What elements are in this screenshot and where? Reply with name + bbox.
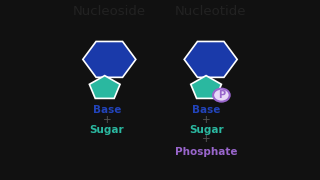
- Text: Base: Base: [192, 105, 220, 115]
- Text: Sugar: Sugar: [189, 125, 223, 135]
- Text: +: +: [103, 115, 111, 125]
- Text: Sugar: Sugar: [90, 125, 124, 135]
- Text: P: P: [218, 90, 225, 100]
- Text: Nucleotide: Nucleotide: [175, 5, 246, 18]
- Polygon shape: [191, 76, 221, 98]
- Text: Nucleoside: Nucleoside: [73, 5, 146, 18]
- Text: +: +: [202, 134, 210, 145]
- Polygon shape: [89, 76, 120, 98]
- Text: Phosphate: Phosphate: [175, 147, 237, 157]
- Text: Base: Base: [93, 105, 121, 115]
- Circle shape: [213, 89, 230, 102]
- Polygon shape: [83, 41, 136, 77]
- Text: +: +: [202, 115, 210, 125]
- Polygon shape: [184, 41, 237, 77]
